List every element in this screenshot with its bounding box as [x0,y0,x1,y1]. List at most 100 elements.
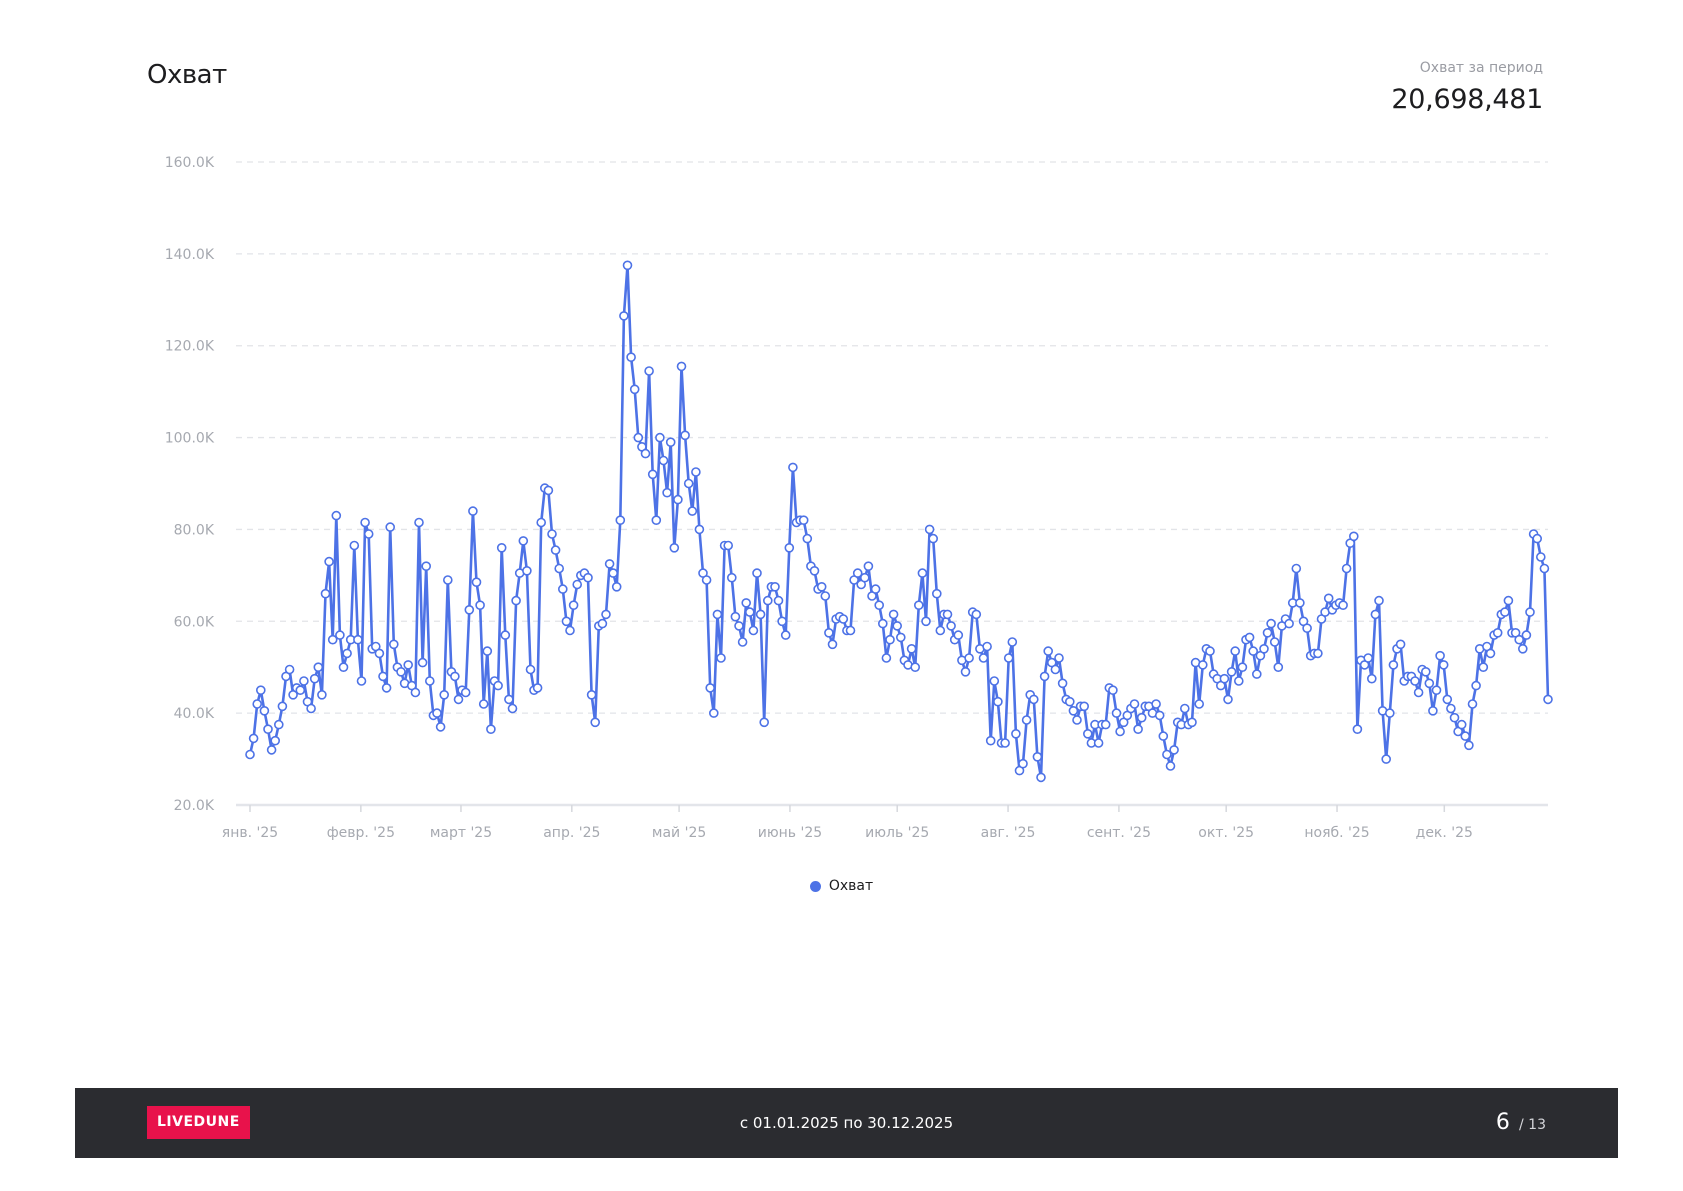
data-point[interactable] [673,494,683,505]
data-point[interactable] [1036,772,1046,783]
data-point[interactable] [1039,671,1050,682]
data-point[interactable] [306,703,316,714]
data-point[interactable] [507,703,518,714]
data-point[interactable] [888,609,899,620]
data-point[interactable] [1370,609,1381,620]
data-point[interactable] [626,352,636,362]
data-point[interactable] [525,664,536,675]
data-point[interactable] [935,625,946,636]
data-point[interactable] [755,609,766,620]
data-point[interactable] [1421,666,1431,677]
data-point[interactable] [1043,646,1053,656]
data-point[interactable] [680,430,690,441]
data-point[interactable] [1226,666,1237,677]
data-point[interactable] [1079,701,1089,712]
data-point[interactable] [1431,685,1442,696]
data-point[interactable] [245,749,255,760]
data-point[interactable] [777,616,787,627]
data-point[interactable] [1262,627,1273,638]
data-point[interactable] [716,653,726,663]
data-point[interactable] [263,724,273,735]
data-point[interactable] [1395,639,1406,650]
data-point[interactable] [1065,696,1075,707]
data-point[interactable] [453,694,464,705]
data-point[interactable] [1363,653,1373,663]
data-point[interactable] [1111,708,1122,718]
data-point[interactable] [845,625,856,636]
data-point[interactable] [1057,678,1068,689]
data-point[interactable] [536,517,547,528]
data-point[interactable] [1313,648,1323,659]
data-point[interactable] [852,568,863,578]
data-point[interactable] [471,577,482,588]
data-point[interactable] [1514,634,1524,645]
data-point[interactable] [561,616,572,627]
data-point[interactable] [1374,595,1384,606]
data-point[interactable] [877,618,888,629]
data-point[interactable] [1349,531,1359,542]
data-point[interactable] [532,683,543,693]
data-point[interactable] [1388,660,1399,670]
data-point[interactable] [1521,630,1532,640]
data-point[interactable] [1129,699,1140,709]
data-point[interactable] [284,664,295,675]
data-point[interactable] [266,745,277,755]
data-point[interactable] [450,671,460,682]
data-point[interactable] [730,611,741,622]
data-point[interactable] [723,540,734,551]
data-point[interactable] [1467,699,1478,709]
data-point[interactable] [363,529,374,539]
data-point[interactable] [1539,563,1550,574]
data-point[interactable] [590,717,601,728]
data-point[interactable] [1446,703,1456,714]
data-point[interactable] [1072,715,1082,725]
data-point[interactable] [568,600,579,611]
data-point[interactable] [547,529,557,539]
data-point[interactable] [669,542,680,553]
data-point[interactable] [252,699,263,709]
data-point[interactable] [982,641,992,652]
data-point[interactable] [1291,563,1302,574]
data-point[interactable] [1295,598,1305,608]
data-point[interactable] [1367,673,1377,684]
data-point[interactable] [913,600,924,611]
data-point[interactable] [1341,563,1352,574]
data-point[interactable] [335,630,345,640]
data-point[interactable] [543,485,554,496]
data-point[interactable] [1165,761,1176,771]
data-point[interactable] [921,616,931,627]
data-point[interactable] [798,515,809,526]
data-point[interactable] [1093,738,1104,748]
data-point[interactable] [665,437,676,448]
data-point[interactable] [331,510,342,521]
data-point[interactable] [726,572,737,583]
data-point[interactable] [1410,676,1420,686]
data-point[interactable] [421,561,432,572]
data-point[interactable] [1284,618,1294,629]
data-point[interactable] [1018,758,1028,769]
data-point[interactable] [1100,719,1111,730]
data-point[interactable] [1029,694,1039,705]
data-point[interactable] [442,575,453,585]
data-point[interactable] [468,506,478,516]
data-point[interactable] [788,462,798,473]
data-point[interactable] [640,448,651,459]
data-point[interactable] [1464,740,1474,751]
data-point[interactable] [1234,676,1244,686]
data-point[interactable] [342,648,352,659]
data-point[interactable] [1536,552,1546,562]
data-point[interactable] [985,735,996,746]
data-point[interactable] [1133,724,1143,735]
data-point[interactable] [277,701,288,712]
data-point[interactable] [1456,719,1467,730]
data-point[interactable] [1248,646,1258,656]
data-point[interactable] [1442,694,1453,705]
data-point[interactable] [396,666,406,677]
data-point[interactable] [1269,637,1280,647]
data-point[interactable] [691,467,701,477]
data-point[interactable] [1154,710,1165,721]
data-point[interactable] [388,639,399,650]
data-point[interactable] [1518,643,1528,654]
data-point[interactable] [1205,646,1215,656]
data-point[interactable] [565,625,575,636]
